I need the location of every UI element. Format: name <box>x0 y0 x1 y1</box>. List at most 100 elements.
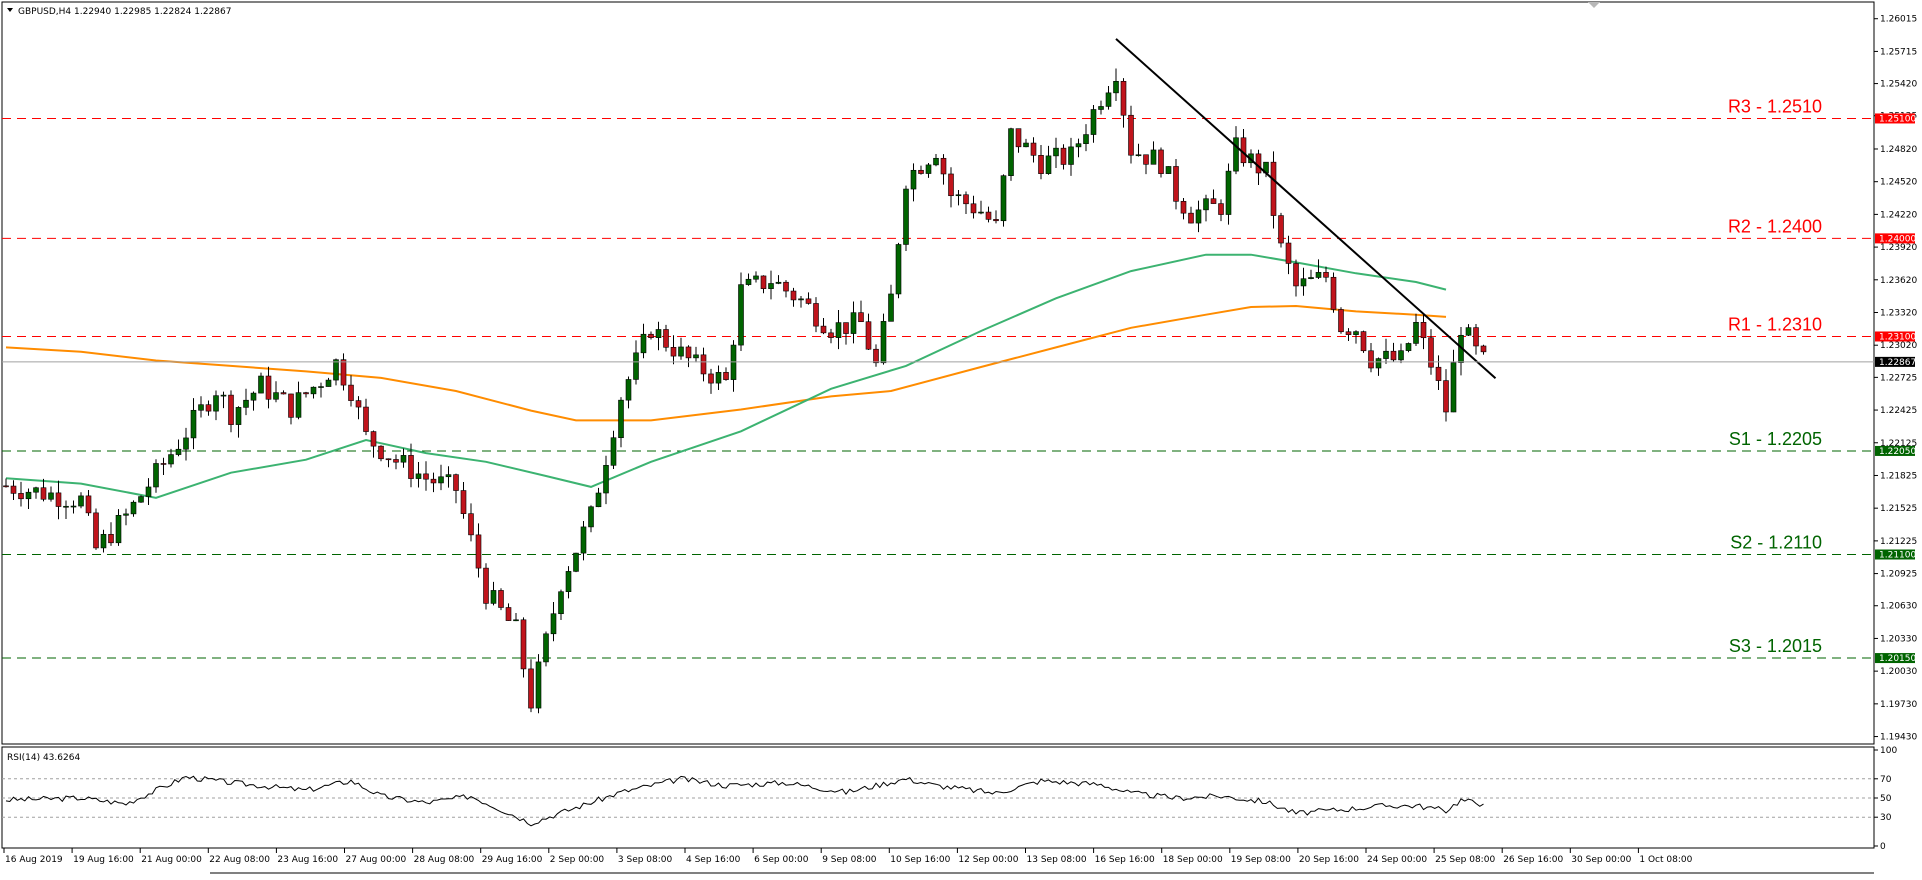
time-tick-label: 20 Sep 16:00 <box>1299 855 1359 865</box>
candle-body <box>1270 161 1277 216</box>
candle-body <box>288 393 294 418</box>
candle-body <box>1465 327 1472 336</box>
candle-body <box>955 194 962 197</box>
candle-body <box>603 465 609 494</box>
candle-body <box>1195 209 1202 224</box>
candle-body <box>940 157 947 175</box>
candle-body <box>633 352 639 380</box>
candle-body <box>1473 327 1479 347</box>
candle-body <box>1135 154 1142 157</box>
candle-body <box>33 487 39 493</box>
candle-body <box>1030 142 1037 156</box>
candle-body <box>520 619 527 670</box>
candle-body <box>1413 321 1419 344</box>
level-price-tag <box>1875 331 1915 342</box>
candle-body <box>693 354 699 359</box>
candle-body <box>550 613 557 635</box>
candle-body <box>3 485 9 488</box>
time-tick-label: 18 Sep 00:00 <box>1163 855 1223 865</box>
candle-body <box>85 495 92 514</box>
level-price-tag-text: 1.20150 <box>1879 654 1916 664</box>
support-resistance-levels: R3 - 1.2510 1.25100 R2 - 1.2400 1.24000 R1 -… <box>2 96 1916 664</box>
candle-body <box>1090 109 1097 135</box>
candle-body <box>768 283 774 289</box>
candle-body <box>408 455 414 479</box>
price-tick-label: 1.24820 <box>1880 145 1917 155</box>
candle-body <box>430 478 437 484</box>
candle-body <box>903 188 909 245</box>
candle-body <box>55 492 62 507</box>
candle-body <box>565 571 572 593</box>
rsi-indicator: RSI(14) 43.6264 100 70 50 30 0 <box>2 746 1897 852</box>
candle-body <box>1450 362 1457 413</box>
candle-body <box>453 474 459 491</box>
time-tick-label: 28 Aug 08:00 <box>414 855 475 865</box>
candle-body <box>798 298 804 301</box>
candle-body <box>513 619 519 622</box>
price-tick-label: 1.23320 <box>1880 308 1917 318</box>
rsi-line <box>5 775 1484 827</box>
price-tick-label: 1.22425 <box>1880 406 1917 416</box>
candle-body <box>1225 170 1232 215</box>
candle-body <box>460 490 467 514</box>
candle-body <box>1098 106 1104 110</box>
candle-body <box>303 392 309 395</box>
candle-body <box>1188 212 1194 224</box>
candle-body <box>588 506 594 528</box>
candle-body <box>498 590 504 608</box>
candle-body <box>378 445 384 460</box>
level-price-tag <box>1875 549 1915 560</box>
candle-body <box>1113 81 1119 94</box>
candle-body <box>1143 154 1149 165</box>
candle-body <box>295 392 302 418</box>
candle-body <box>640 333 647 354</box>
level-price-tag-text: 1.25100 <box>1879 114 1916 124</box>
candle-body <box>745 278 752 285</box>
candle-body <box>100 534 107 549</box>
candle-body <box>543 633 549 663</box>
candle-body <box>858 312 864 323</box>
candle-body <box>183 437 189 450</box>
candle-body <box>1480 345 1487 353</box>
candle-body <box>1345 331 1352 335</box>
level-label: S2 - 1.2110 <box>1730 533 1822 553</box>
candle-body <box>220 394 227 397</box>
candle-body <box>1330 276 1337 310</box>
time-tick-label: 16 Aug 2019 <box>5 855 63 865</box>
candle-body <box>1173 166 1179 202</box>
time-tick-label: 12 Sep 00:00 <box>958 855 1018 865</box>
price-tick-label: 1.24220 <box>1880 210 1917 220</box>
time-tick-label: 23 Aug 16:00 <box>277 855 338 865</box>
candle-body <box>400 455 407 463</box>
chevron-down-icon[interactable] <box>7 8 13 12</box>
candle-body <box>445 474 452 478</box>
rsi-tick-label: 0 <box>1880 842 1886 852</box>
candle-body <box>1023 142 1029 148</box>
shift-marker-icon[interactable] <box>1588 2 1600 8</box>
trendline[interactable] <box>1115 38 1497 380</box>
candle-body <box>123 513 129 516</box>
price-tick-label: 1.21525 <box>1880 504 1917 514</box>
candle-body <box>655 329 662 338</box>
candle-body <box>145 486 152 497</box>
candle-body <box>483 567 489 604</box>
rsi-tick-label: 100 <box>1880 746 1897 756</box>
level-label: S1 - 1.2205 <box>1729 429 1822 449</box>
candle-body <box>970 203 977 214</box>
candle-body <box>895 244 902 295</box>
candle-body <box>828 332 834 338</box>
candle-body <box>1255 153 1262 174</box>
candle-body <box>1353 331 1359 335</box>
time-tick-label: 10 Sep 16:00 <box>890 855 950 865</box>
candle-body <box>1068 146 1074 165</box>
candle-body <box>318 386 324 388</box>
level-price-tag <box>1875 653 1915 664</box>
rsi-tick-label: 30 <box>1880 813 1892 823</box>
candle-body <box>1180 201 1187 214</box>
candle-body <box>198 404 204 411</box>
candle-body <box>1285 242 1292 264</box>
candle-body <box>1128 114 1134 156</box>
level-label: S3 - 1.2015 <box>1729 636 1822 656</box>
